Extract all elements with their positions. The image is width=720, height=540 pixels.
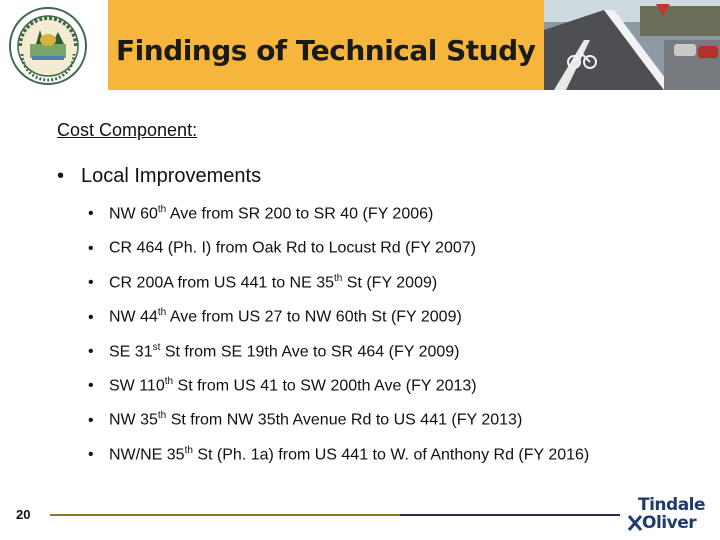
bike-lane-photo-icon <box>544 0 720 90</box>
main-bullet-text: Local Improvements <box>81 165 262 187</box>
bullet-icon: • <box>88 377 94 395</box>
section-heading: Cost Component: <box>57 120 198 140</box>
bullet-icon: • <box>88 239 94 257</box>
list-item: • CR 200A from US 441 to NE 35th St (FY 2… <box>88 272 438 292</box>
seal-area <box>0 0 108 92</box>
list-item: • SW 110th St from US 41 to SW 200th Ave … <box>88 375 477 395</box>
list-item: • NW 44th Ave from US 27 to NW 60th St (F… <box>88 307 462 326</box>
list-item: • NW 35th St from NW 35th Avenue Rd to US… <box>88 410 523 429</box>
list-item: • NW/NE 35th St (Ph. 1a) from US 441 to W… <box>88 444 590 464</box>
slide-header: Findings of Technical Study <box>0 0 720 92</box>
logo-text-line1: Tindale <box>638 495 706 515</box>
slide-title: Findings of Technical Study <box>116 34 536 67</box>
logo-text-line2: Oliver <box>642 513 697 533</box>
improvement-list: • NW 60th Ave from SR 200 to SR 40 (FY 20… <box>88 204 589 479</box>
title-band <box>108 0 544 90</box>
footer-divider <box>50 514 620 516</box>
list-item: • CR 464 (Ph. I) from Oak Rd to Locust Rd… <box>88 239 476 257</box>
page-number: 20 <box>16 507 31 522</box>
bullet-icon: • <box>88 205 94 223</box>
tindale-oliver-logo: Tindale Oliver <box>628 496 714 536</box>
bullet-icon: • <box>88 411 94 429</box>
county-seal-icon <box>9 7 87 85</box>
bike-lane-photo <box>544 0 720 90</box>
list-item: • NW 60th Ave from SR 200 to SR 40 (FY 20… <box>88 204 434 223</box>
bullet-icon: • <box>88 274 94 292</box>
bullet-icon: • <box>57 165 65 187</box>
footer-divider-accent <box>400 514 620 516</box>
bullet-icon: • <box>88 342 94 360</box>
main-bullet: • Local Improvements <box>57 165 261 188</box>
logo-x-icon <box>628 515 642 531</box>
list-item: • SE 31st St from SE 19th Ave to SR 464 (… <box>88 341 460 360</box>
bullet-icon: • <box>88 446 94 464</box>
bullet-icon: • <box>88 308 94 326</box>
